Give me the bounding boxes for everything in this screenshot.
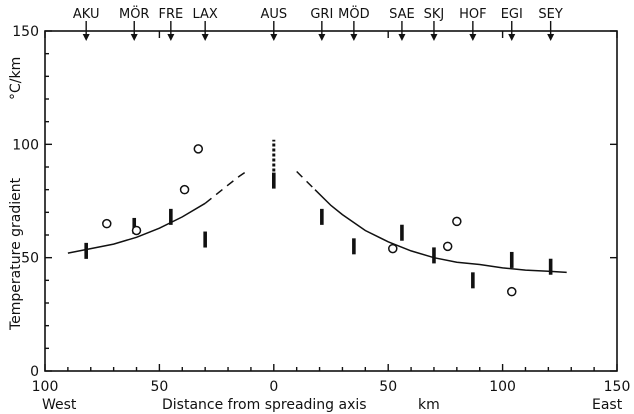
station-arrowhead xyxy=(318,34,326,41)
y-tick-label: 50 xyxy=(21,251,39,267)
data-circle-marker xyxy=(102,218,112,229)
station-arrowhead xyxy=(508,34,516,41)
fit-curve-west-extrapolated xyxy=(204,170,247,204)
station-arrowhead xyxy=(430,34,438,41)
data-bar-marker xyxy=(84,242,88,259)
data-bar-marker xyxy=(320,208,324,225)
station-label: SKJ xyxy=(424,7,445,22)
station-label: LAX xyxy=(192,7,217,22)
y-axis-unit: °C/km xyxy=(8,57,24,100)
data-bar-marker xyxy=(203,231,207,248)
station-label: SAE xyxy=(389,7,415,22)
station-label: FRE xyxy=(158,7,183,22)
x-direction-left-label: West xyxy=(42,397,77,413)
station-arrowhead xyxy=(398,34,406,41)
y-tick-label: 100 xyxy=(12,137,39,153)
x-tick-label: 100 xyxy=(489,379,516,395)
y-tick-label: 0 xyxy=(30,364,39,380)
x-axis-unit: km xyxy=(418,397,440,413)
data-bar-marker xyxy=(509,251,514,268)
x-tick-label: 50 xyxy=(150,379,168,395)
fit-curve-west xyxy=(67,202,206,254)
station-label: GRI xyxy=(310,7,333,22)
station-arrowhead xyxy=(547,34,555,41)
station-label: EGI xyxy=(501,7,523,22)
data-bar-marker xyxy=(400,224,404,241)
data-bar-marker xyxy=(432,247,436,264)
station-label: MÖR xyxy=(119,5,149,22)
data-bar-marker xyxy=(548,258,553,275)
x-tick-label: 0 xyxy=(269,379,278,395)
data-circle-marker xyxy=(388,243,398,254)
data-bar-marker xyxy=(471,272,475,289)
data-circle-marker xyxy=(193,144,204,154)
plot-frame xyxy=(44,30,618,372)
station-arrowhead xyxy=(270,34,278,41)
fit-curve-east xyxy=(314,189,567,274)
station-label: HOF xyxy=(459,7,487,22)
data-bar-marker xyxy=(132,217,137,234)
station-arrowhead xyxy=(130,34,138,41)
data-bar-marker xyxy=(352,238,356,255)
data-bar-marker xyxy=(272,172,276,189)
data-circle-marker xyxy=(179,184,190,195)
x-direction-right-label: East xyxy=(592,397,623,413)
station-arrowhead xyxy=(82,34,90,41)
x-axis-label: Distance from spreading axis xyxy=(162,397,367,413)
fit-curve-east-extrapolated xyxy=(296,170,316,191)
station-label: AUS xyxy=(260,7,287,22)
y-tick-label: 150 xyxy=(12,24,39,40)
station-arrowhead xyxy=(167,34,175,41)
data-circle-marker xyxy=(131,225,142,236)
station-arrowhead xyxy=(201,34,209,41)
station-label: MÖD xyxy=(338,5,369,22)
station-label: AKU xyxy=(73,7,100,22)
data-circle-marker xyxy=(507,286,517,297)
data-bar-marker xyxy=(169,208,173,225)
station-arrowhead xyxy=(350,34,358,41)
station-arrowhead xyxy=(469,34,477,41)
x-tick-label: 100 xyxy=(32,379,59,395)
data-circle-marker xyxy=(452,216,462,227)
station-label: SEY xyxy=(538,7,562,22)
x-tick-label: 50 xyxy=(379,379,397,395)
x-tick-label: 150 xyxy=(604,379,631,395)
data-circle-marker xyxy=(442,241,453,252)
y-axis-label: Temperature gradient xyxy=(8,177,24,331)
